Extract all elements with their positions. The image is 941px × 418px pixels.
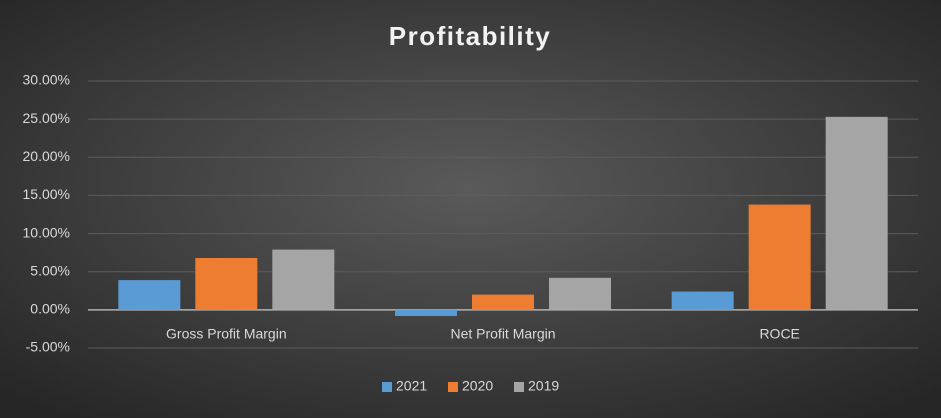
legend-swatch [382,382,392,392]
bars [118,116,888,316]
y-tick-label: 5.00% [30,262,70,278]
chart-title: Profitability [389,21,552,51]
legend-label: 2019 [528,378,559,394]
legend-label: 2020 [462,378,493,394]
x-tick-label: Gross Profit Margin [166,326,287,342]
legend-label: 2021 [396,378,427,394]
legend-swatch [514,382,524,392]
bar [118,280,181,310]
bar [671,291,734,310]
x-tick-label: Net Profit Margin [450,326,555,342]
bar [472,294,534,310]
bar [748,204,811,310]
y-tick-label: 20.00% [23,148,70,164]
bar [395,309,457,316]
bar [825,116,888,310]
bar [195,257,258,310]
y-tick-label: 10.00% [23,224,70,240]
y-tick-label: 15.00% [23,186,70,202]
x-tick-label: ROCE [759,326,799,342]
y-tick-label: 30.00% [23,72,70,88]
y-tick-label: 0.00% [30,301,70,317]
y-tick-label: -5.00% [26,339,70,355]
bar [272,249,335,310]
labels: -5.00% 0.00% 5.00% 10.00% 15.00% 20.00% 25.00%… [23,72,800,394]
bar [549,277,611,310]
legend-swatch [448,382,458,392]
y-tick-label: 25.00% [23,110,70,126]
